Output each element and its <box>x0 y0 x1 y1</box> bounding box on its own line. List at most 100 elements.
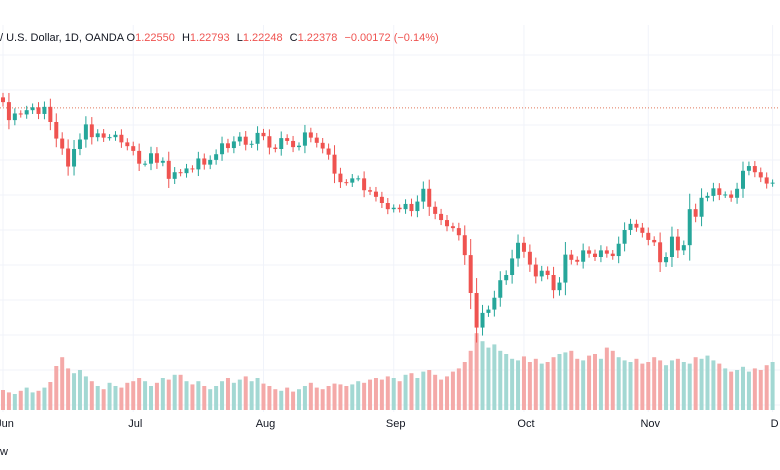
volume-bar <box>770 362 775 410</box>
volume-bar <box>492 344 497 410</box>
candle-body <box>462 235 467 256</box>
candlesticks <box>1 92 775 343</box>
candle-body <box>48 106 53 122</box>
volume-bar <box>711 360 716 410</box>
candle-body <box>12 113 17 121</box>
x-tick-label: Oct <box>517 418 534 430</box>
candle-body <box>587 250 592 254</box>
volume-bar <box>551 357 556 410</box>
volume-bar <box>391 378 396 410</box>
volume-bar <box>368 379 373 410</box>
candle-body <box>385 203 390 210</box>
volume-bar <box>36 390 41 410</box>
candle-body <box>770 182 775 184</box>
candle-body <box>551 275 556 291</box>
volume-bar <box>539 363 544 410</box>
volume-bar <box>344 386 349 410</box>
low-label: L <box>236 32 243 44</box>
ohlc-legend: / U.S. Dollar, 1D, OANDA O1.22550 H1.227… <box>0 32 439 44</box>
volume-bar <box>746 371 751 410</box>
volume-bar <box>622 360 627 410</box>
volume-bar <box>302 386 307 410</box>
volume-bar <box>669 360 674 410</box>
volume-bar <box>557 354 562 410</box>
volume-bar <box>42 387 47 410</box>
candle-body <box>729 194 734 198</box>
volume-bar <box>610 350 615 410</box>
volume-bar <box>154 382 159 410</box>
volume-bar <box>101 389 106 410</box>
candle-body <box>184 168 189 174</box>
volume-bar <box>166 379 171 410</box>
candle-body <box>267 136 272 148</box>
high-value: 1.22793 <box>189 32 230 44</box>
candle-body <box>54 122 59 139</box>
volume-bar <box>521 356 526 410</box>
volume-bar <box>237 379 242 410</box>
volume-bar <box>362 382 367 410</box>
volume-bar <box>717 363 722 410</box>
candle-body <box>699 197 704 217</box>
candle-body <box>89 124 94 138</box>
volume-bar <box>533 358 538 410</box>
volume-bar <box>563 352 568 410</box>
volume-bar <box>77 370 82 410</box>
volume-bar <box>616 357 621 410</box>
volume-bar <box>516 360 521 410</box>
candle-body <box>681 245 686 251</box>
candle-body <box>326 148 331 155</box>
volume-bar <box>95 386 100 410</box>
volume-bar <box>723 368 728 410</box>
volume-bar <box>225 378 230 410</box>
candle-body <box>190 168 195 170</box>
volume-bar <box>675 358 680 410</box>
candle-body <box>255 132 260 144</box>
volume-bar <box>658 360 663 410</box>
candle-body <box>604 250 609 254</box>
candle-body <box>533 264 538 277</box>
candle-body <box>279 138 284 149</box>
candle-body <box>693 209 698 217</box>
volume-bar <box>273 389 278 410</box>
candle-body <box>652 239 657 243</box>
candle-body <box>66 148 71 167</box>
x-axis-labels: Jun Jul Aug Sep Oct Nov D <box>0 418 779 430</box>
volume-bar <box>107 382 112 410</box>
candle-body <box>196 158 201 170</box>
x-tick-label: D <box>771 418 779 430</box>
candle-body <box>622 230 627 244</box>
candle-body <box>225 143 230 149</box>
candle-body <box>143 163 148 165</box>
volume-bar <box>598 358 603 410</box>
volume-bar <box>332 383 337 410</box>
candle-body <box>486 309 491 313</box>
volume-bar <box>415 378 420 410</box>
volume-bar <box>480 341 485 410</box>
volume-bar <box>699 358 704 410</box>
volume-bar <box>379 379 384 410</box>
volume-bar <box>131 381 136 410</box>
candle-body <box>705 195 710 198</box>
volume-bar <box>474 333 479 410</box>
volume-bar <box>456 368 461 410</box>
candle-body <box>231 141 236 149</box>
candle-body <box>314 137 319 143</box>
volume-bar <box>267 386 272 410</box>
candle-body <box>391 207 396 210</box>
candle-body <box>403 203 408 210</box>
candle-body <box>6 102 11 121</box>
candle-body <box>36 107 41 114</box>
candle-body <box>42 106 47 114</box>
volume-bar <box>545 362 550 410</box>
candle-body <box>640 227 645 233</box>
candle-body <box>498 280 503 298</box>
volume-bar <box>439 379 444 410</box>
chart-grid <box>0 25 780 412</box>
candle-body <box>598 250 603 257</box>
volume-bar <box>462 362 467 410</box>
volume-bar <box>54 366 59 410</box>
candle-body <box>758 172 763 178</box>
candle-body <box>297 145 301 148</box>
candle-body <box>30 107 35 111</box>
